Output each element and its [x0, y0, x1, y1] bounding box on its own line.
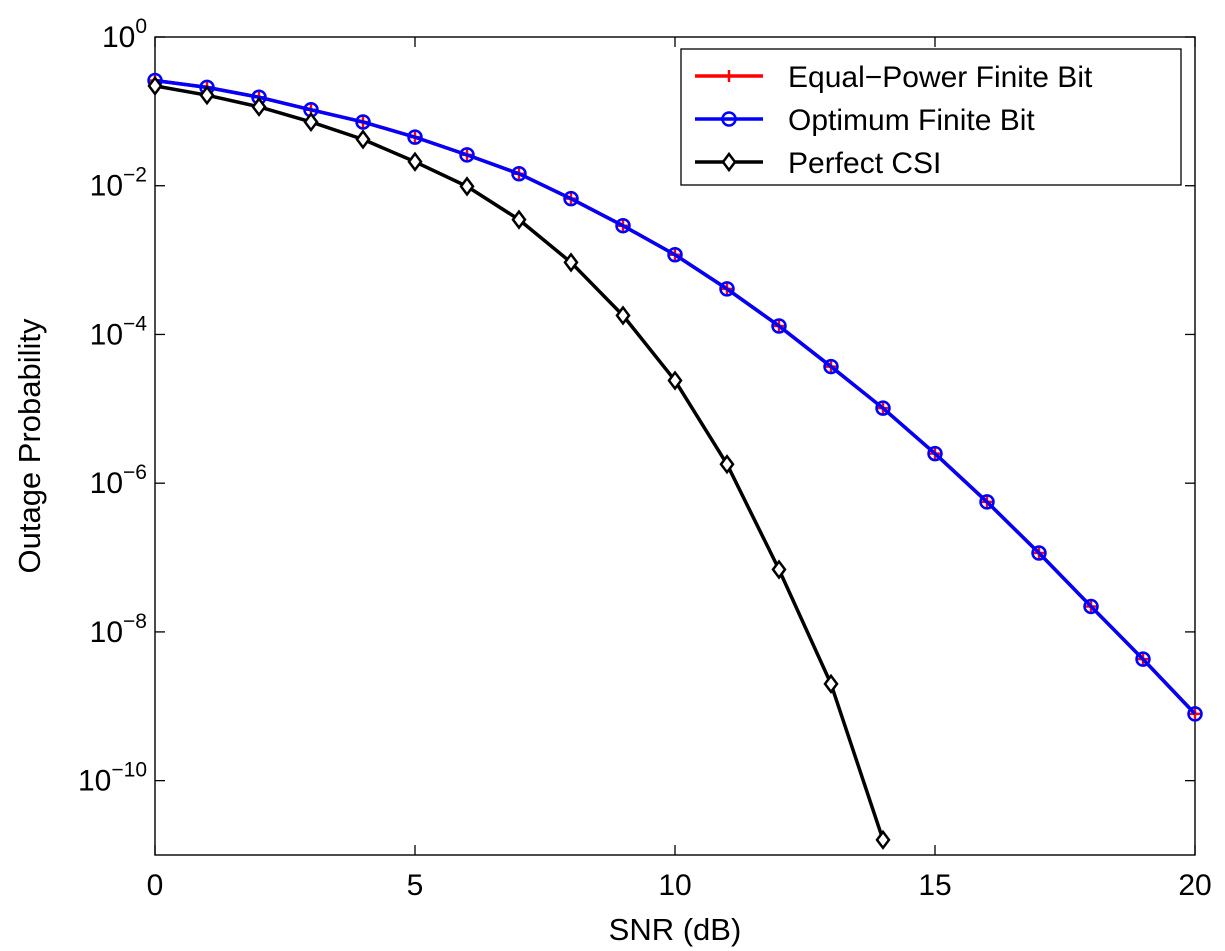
y-tick-exponent: −8 [123, 610, 147, 633]
data-point [355, 129, 371, 150]
data-point [979, 494, 995, 510]
legend-label: Equal−Power Finite Bit [788, 61, 1093, 94]
data-point [719, 281, 735, 297]
y-tick-exponent: −6 [123, 461, 147, 484]
data-point [1135, 651, 1151, 667]
data-point [459, 176, 475, 197]
data-point [407, 151, 423, 172]
legend: Equal−Power Finite Bit Optimum Finite Bit… [680, 48, 1182, 186]
data-point [1083, 598, 1099, 615]
legend-box [680, 48, 1182, 186]
data-point [615, 217, 631, 234]
legend-item: Optimum Finite Bit [695, 104, 1035, 137]
y-tick-exponent: 0 [135, 15, 147, 38]
data-point [511, 165, 527, 182]
x-axis-label: SNR (dB) [609, 912, 742, 947]
data-point [251, 96, 267, 117]
y-tick-base: 10 [90, 318, 123, 351]
y-tick-exponent: −4 [123, 312, 147, 335]
x-tick-label: 5 [407, 869, 424, 902]
data-point [303, 111, 319, 133]
data-point [667, 246, 683, 263]
y-tick-label: 100 [102, 15, 147, 54]
data-point [563, 190, 579, 207]
legend-swatch-marker [723, 70, 735, 82]
data-point [823, 673, 839, 694]
data-point [719, 454, 735, 475]
data-point [875, 829, 891, 850]
data-point [407, 129, 423, 145]
series-optimum-finite-bit [147, 72, 1203, 722]
legend-label: Perfect CSI [788, 147, 941, 180]
y-tick-base: 10 [90, 467, 123, 500]
y-axis-label: Outage Probability [12, 318, 47, 574]
data-point [1187, 706, 1203, 722]
x-tick-label: 10 [658, 869, 691, 902]
legend-swatch-marker [721, 151, 737, 173]
data-point [355, 114, 371, 130]
data-point [823, 358, 839, 375]
x-tick-label: 20 [1178, 869, 1211, 902]
y-tick-label: 10−10 [78, 759, 147, 798]
series-group [147, 72, 1203, 850]
data-point [771, 559, 787, 580]
x-tick-label: 0 [147, 869, 164, 902]
data-point [511, 209, 527, 230]
data-point [563, 252, 579, 273]
data-point [771, 318, 787, 334]
data-point [927, 445, 943, 462]
y-tick-exponent: −10 [111, 759, 147, 782]
y-tick-exponent: −2 [123, 164, 147, 187]
legend-item: Perfect CSI [695, 147, 941, 180]
data-point [615, 305, 631, 326]
legend-swatch-marker [721, 111, 737, 127]
legend-label: Optimum Finite Bit [788, 104, 1035, 137]
data-point [459, 147, 475, 163]
y-tick-base: 10 [90, 616, 123, 649]
data-point [667, 370, 683, 391]
legend-item: Equal−Power Finite Bit [695, 61, 1093, 94]
y-tick-label: 10−8 [90, 610, 147, 649]
x-tick-label: 15 [918, 869, 951, 902]
data-point [199, 85, 215, 106]
y-tick-base: 10 [102, 21, 135, 54]
data-point [147, 75, 163, 96]
y-tick-label: 10−2 [90, 164, 147, 203]
y-tick-label: 10−6 [90, 461, 147, 500]
y-tick-base: 10 [78, 765, 111, 798]
data-point [875, 400, 891, 416]
y-tick-base: 10 [90, 170, 123, 203]
data-point [1031, 545, 1047, 561]
y-tick-label: 10−4 [90, 312, 148, 351]
series-line [154, 78, 1197, 716]
series-perfect-csi [147, 75, 891, 850]
